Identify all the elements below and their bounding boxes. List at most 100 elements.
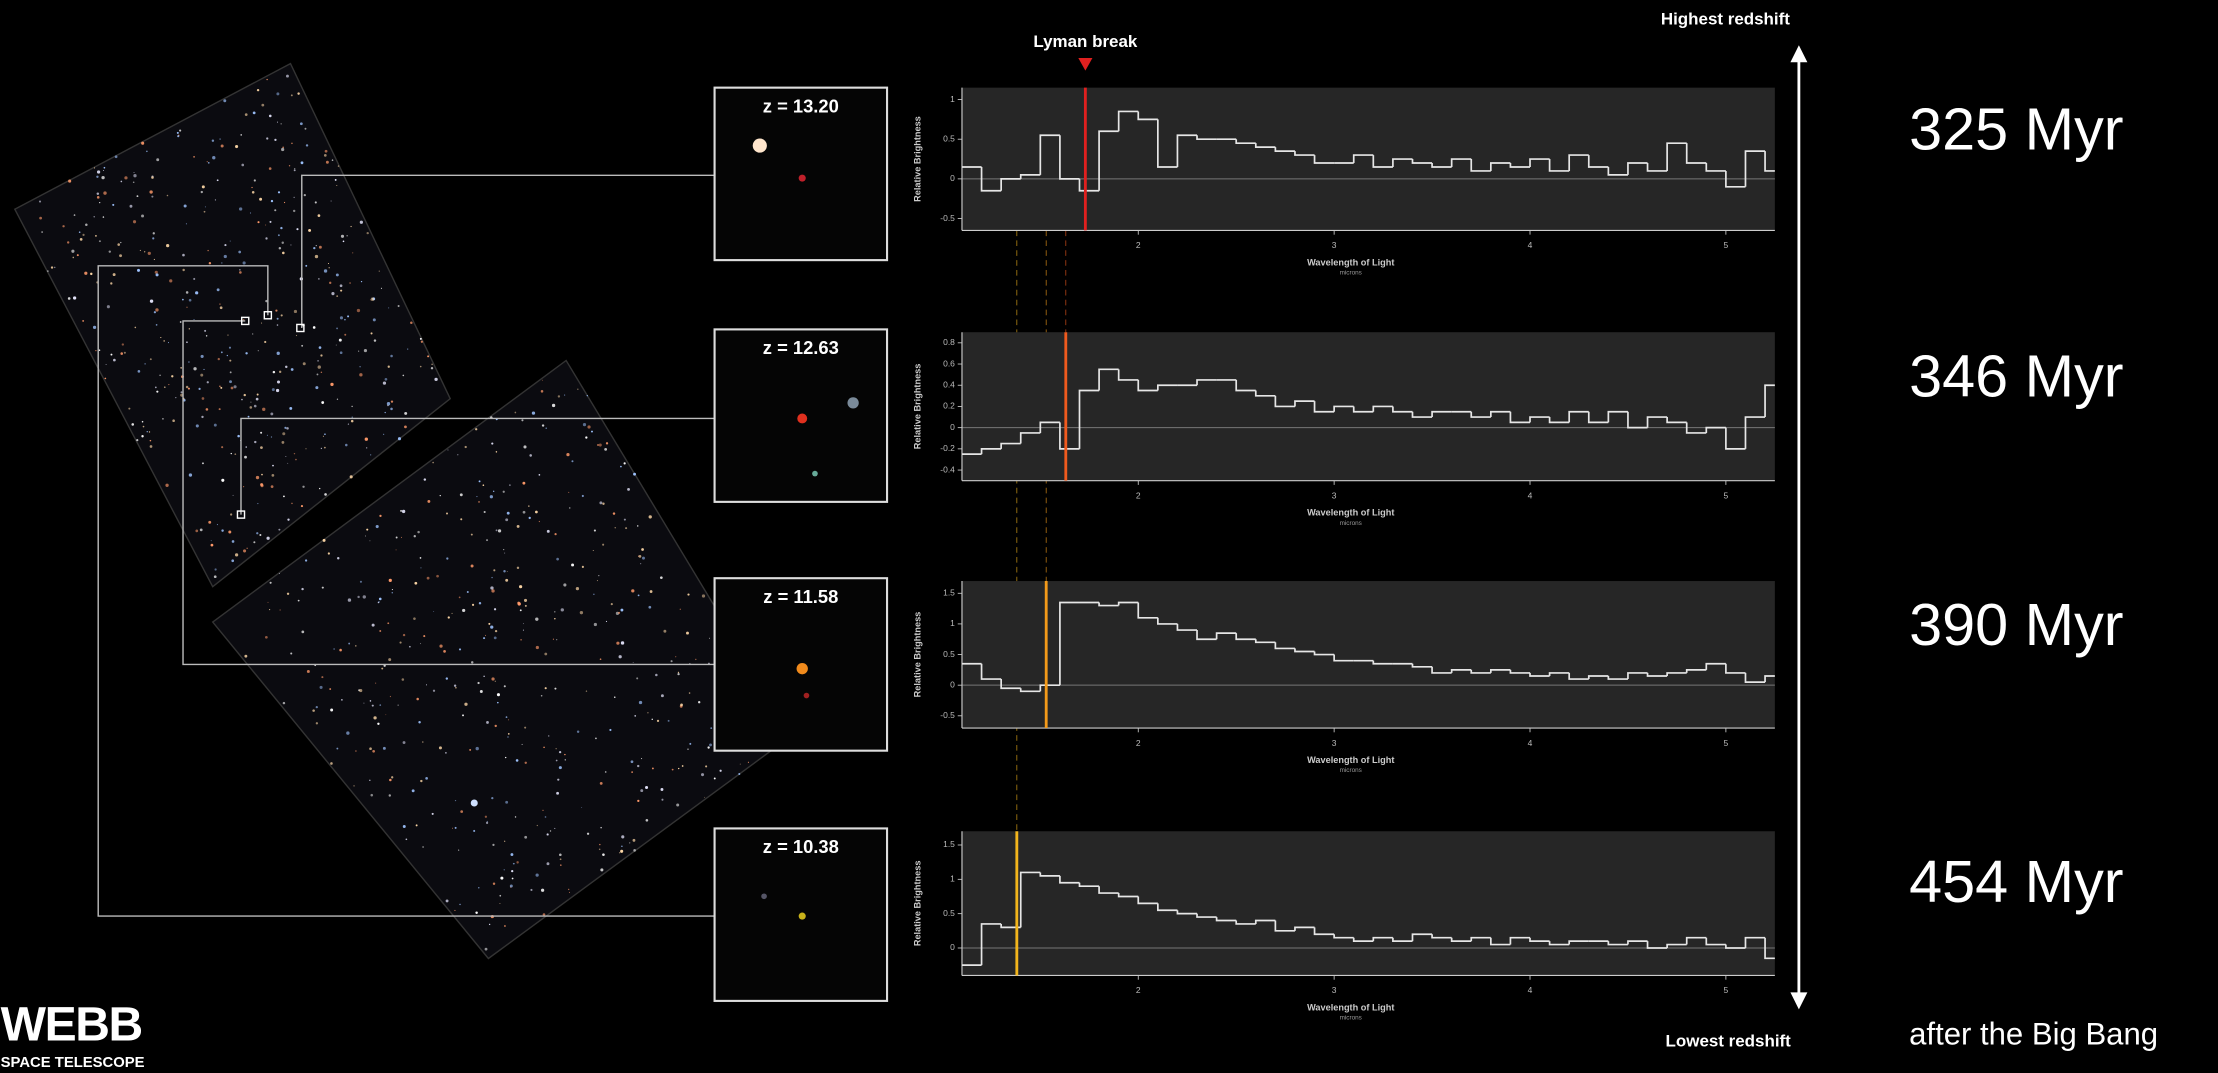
star [287,519,289,521]
star [471,534,473,536]
star [295,459,297,461]
star [379,630,381,632]
star [162,418,164,420]
star [509,484,510,485]
star [256,398,259,401]
star [599,849,601,851]
star [388,366,390,368]
y-tick-label: -0.5 [940,213,955,223]
star [109,250,111,252]
star [340,351,343,354]
star [177,132,179,134]
star [410,322,413,325]
star [39,200,41,202]
star [207,250,208,251]
star [195,530,198,533]
star [94,216,95,217]
star [389,779,392,782]
star [624,462,626,464]
star [105,378,107,380]
star [198,388,200,390]
star [97,170,100,173]
star [131,423,134,426]
star [321,676,323,678]
star [195,291,198,294]
star [186,223,187,224]
star [273,371,275,373]
star [436,575,439,578]
star [634,715,636,717]
star [571,460,573,462]
star [564,754,565,755]
star [504,925,506,927]
star [620,850,623,853]
y-tick-label: 1 [950,94,955,104]
star [390,355,393,358]
star [423,635,425,637]
star [39,217,42,220]
star [223,99,226,102]
star [358,351,359,352]
galaxy [799,175,806,182]
star [316,245,317,246]
star [355,645,356,646]
star [471,564,474,567]
star [619,655,622,658]
star [495,630,497,632]
star [640,789,643,792]
star [454,685,456,687]
star [388,658,391,661]
star [133,181,135,183]
star [490,625,493,628]
star [496,529,498,531]
star [678,672,679,673]
star [221,446,223,448]
y-tick-label: 0.8 [943,337,955,347]
star [554,533,556,535]
star [387,405,388,406]
star [625,527,627,529]
star [265,237,267,239]
star [267,435,268,436]
star [208,162,210,164]
star [642,557,645,560]
star [595,738,597,740]
star [525,605,527,607]
star [542,380,543,381]
star [510,853,513,856]
star [539,521,540,522]
star [206,408,209,411]
star [446,677,448,679]
star [144,251,145,252]
star [543,747,544,748]
star [301,588,303,590]
star [426,684,427,685]
star [313,247,315,249]
star [336,185,337,186]
x-tick-label: 4 [1528,240,1533,250]
star [407,349,408,350]
star [196,424,199,427]
star [300,122,303,125]
star [153,232,155,234]
star [347,235,348,236]
galaxy [797,414,807,424]
star [302,486,304,488]
star [464,703,467,706]
star [508,719,509,720]
star [388,307,389,308]
star [384,412,385,413]
star [462,714,464,716]
star [432,813,434,815]
star [403,741,406,744]
star [452,828,453,829]
star [281,123,282,124]
star [138,370,141,373]
star [351,406,352,407]
x-axis-unit: microns [1340,520,1362,527]
star [381,668,383,670]
y-tick-label: 0 [950,679,955,689]
star [604,448,607,451]
star [67,241,69,243]
star [689,743,691,745]
